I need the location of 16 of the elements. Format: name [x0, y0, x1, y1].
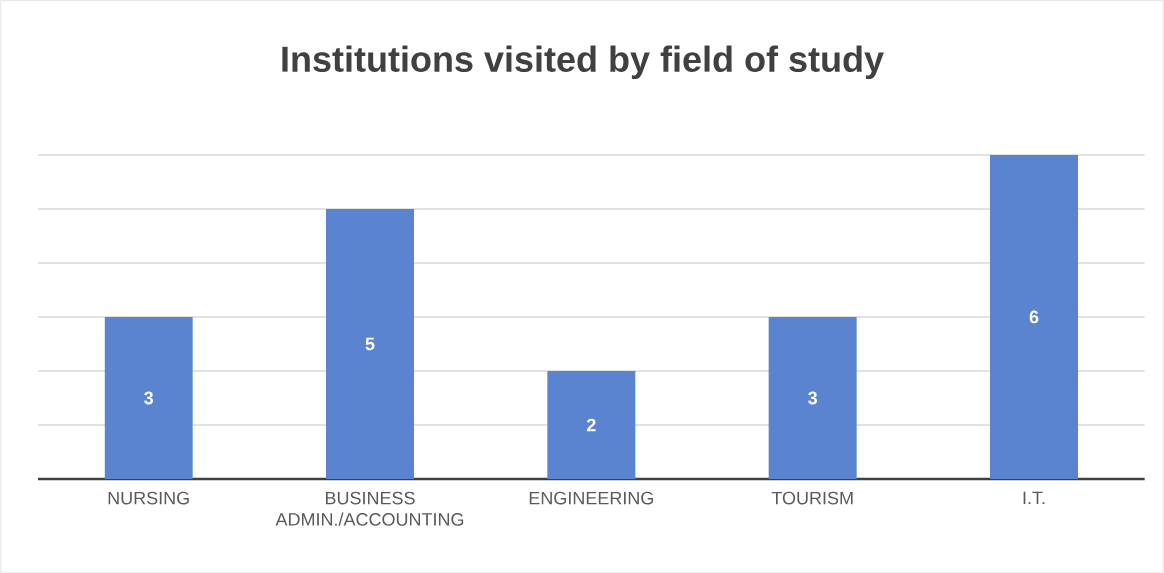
x-tick-label: I.T. — [1023, 491, 1045, 505]
data-label: 3 — [808, 391, 818, 405]
bar — [768, 316, 857, 479]
x-tick-label: NURSING — [108, 491, 189, 505]
chart-title: Institutions visited by field of study — [282, 45, 884, 80]
data-label: 2 — [586, 418, 596, 432]
x-tick-label: TOURISM — [771, 491, 853, 505]
bar — [326, 208, 414, 479]
bar — [990, 154, 1078, 479]
data-label: 5 — [365, 337, 375, 351]
data-label: 6 — [1029, 310, 1039, 324]
bar — [547, 370, 636, 479]
x-tick-label: BUSINESS ADMIN./ACCOUNTING — [275, 491, 464, 526]
x-tick-label: ENGINEERING — [529, 491, 653, 505]
bar — [104, 316, 193, 479]
data-label: 3 — [144, 391, 154, 405]
